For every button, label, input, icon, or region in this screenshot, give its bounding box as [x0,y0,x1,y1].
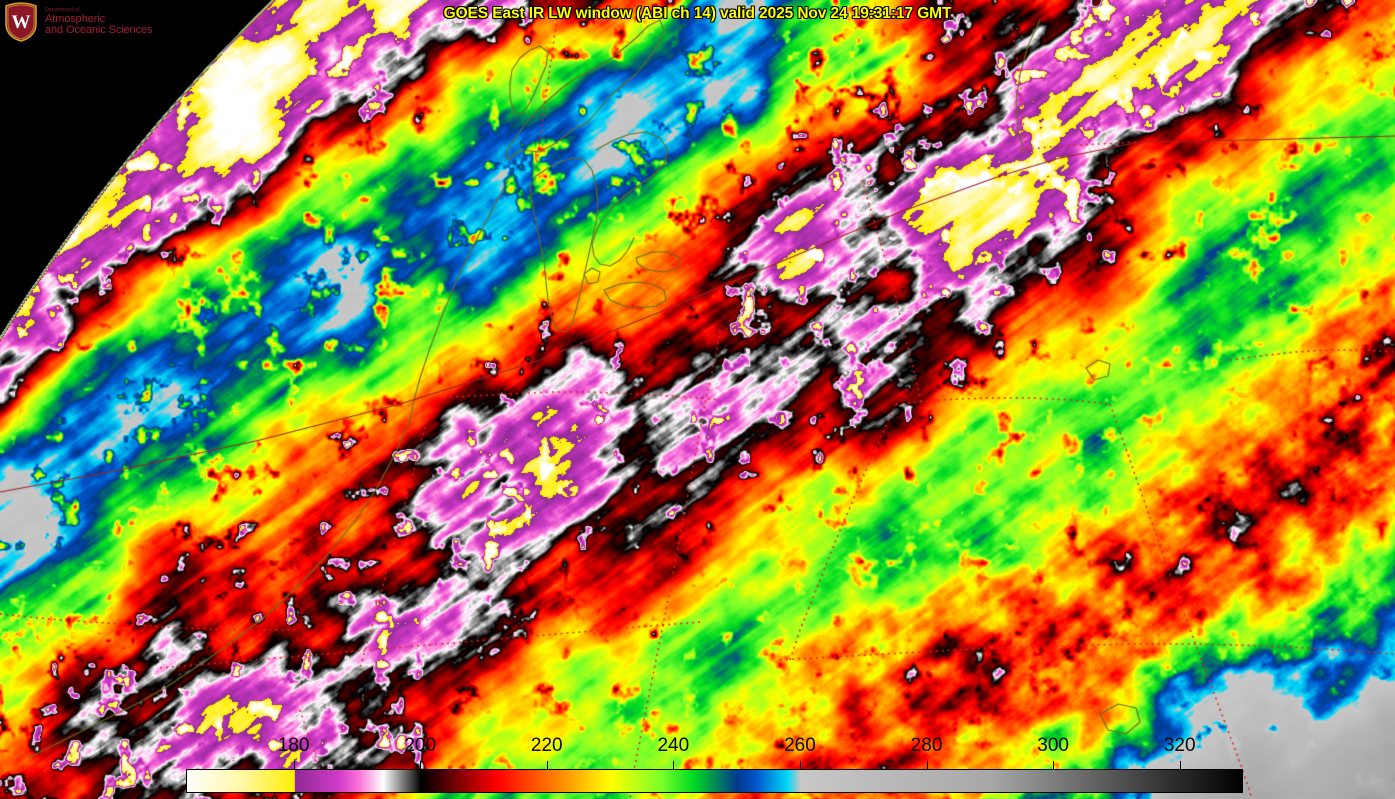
colorbar-tick-label: 200 [404,735,437,756]
colorbar-tick-mark [1053,761,1055,769]
svg-text:W: W [12,12,31,33]
colorbar-tick-mark [546,761,548,769]
uw-madison-aos-logo: W Department of Atmospheric and Oceanic … [0,0,160,44]
colorbar-tick-mark [926,761,928,769]
colorbar-tick-label: 300 [1037,735,1069,756]
colorbar-tick-marks [186,761,1243,769]
colorbar-tick-label: 220 [530,735,563,756]
colorbar-tick-label: 240 [657,735,690,756]
uw-crest-icon: W [4,2,38,42]
logo-department-line: Department of [45,6,80,13]
colorbar-tick-label: 280 [910,735,943,756]
colorbar-tick-label: 260 [784,735,816,756]
colorbar-tick-mark [799,761,801,769]
colorbar-tick-label: 180 [277,735,310,756]
colorbar-tick-mark [673,761,675,769]
logo-text-block: Department of Atmospheric and Oceanic Sc… [45,6,153,37]
colorbar-tick-mark [293,761,295,769]
logo-line-2: and Oceanic Sciences [45,24,153,37]
colorbar-tick-labels: 180 200 220 240 260 280 300 320 [186,735,1243,761]
colorbar: 180 200 220 240 260 280 300 320 [186,735,1243,795]
logo-line-1: Atmospheric [45,12,106,25]
colorbar-gradient-strip [186,769,1243,793]
colorbar-tick-label: 320 [1163,735,1196,756]
colorbar-tick-mark [420,761,422,769]
colorbar-tick-mark [1179,761,1181,769]
